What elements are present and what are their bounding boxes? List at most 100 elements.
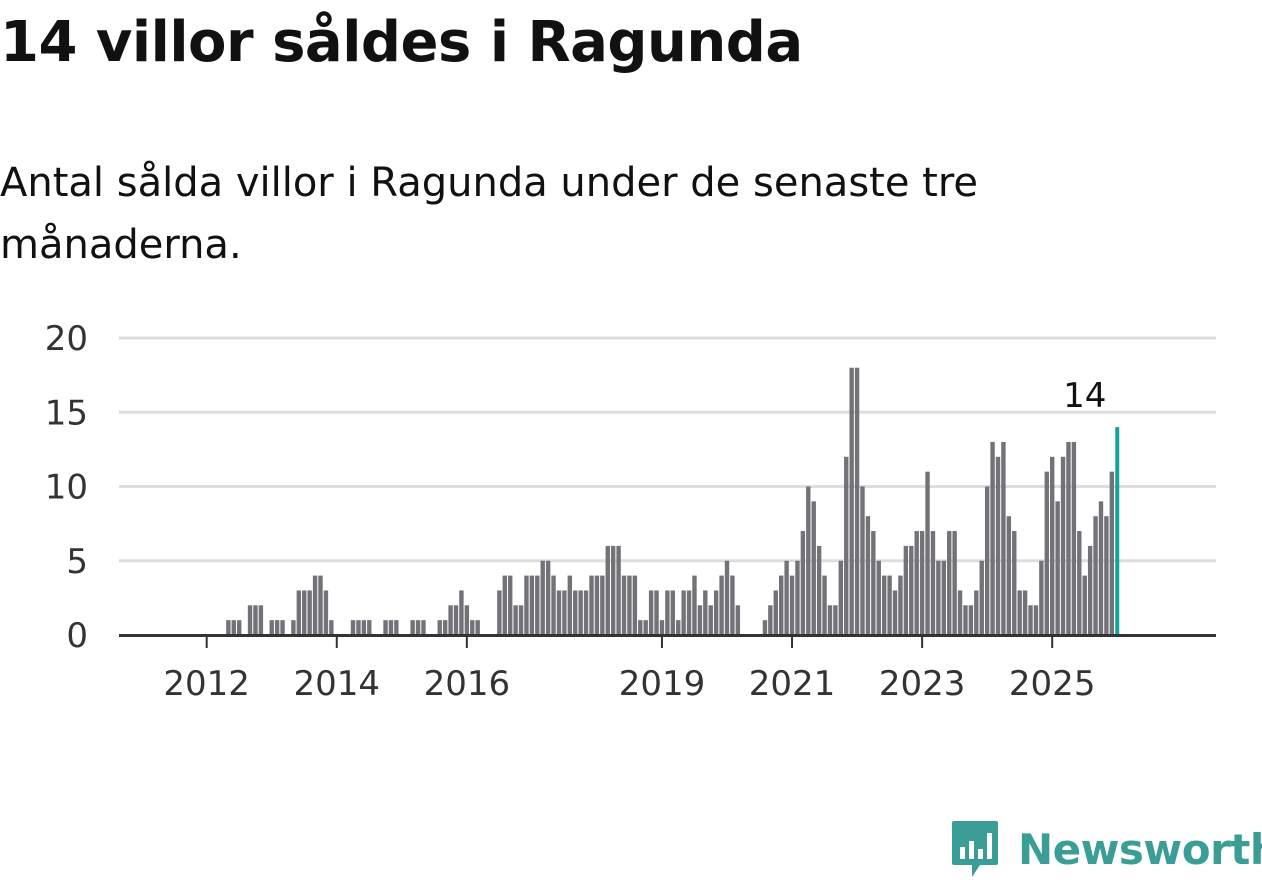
bar <box>269 620 274 635</box>
bar <box>388 620 394 635</box>
bar <box>806 486 811 635</box>
bar <box>898 575 903 635</box>
bar <box>827 605 833 635</box>
bar <box>844 456 849 635</box>
bar <box>784 560 789 635</box>
chart-subtitle: Antal sålda villor i Ragunda under de se… <box>0 160 979 268</box>
y-axis-ticks: 0 5 10 15 20 <box>45 319 88 656</box>
bar <box>1028 605 1033 635</box>
bar <box>453 605 459 635</box>
bar <box>605 545 610 635</box>
bar <box>903 545 909 635</box>
newsworthy-chart-logo-icon <box>952 821 998 877</box>
bar <box>941 560 946 635</box>
bar <box>524 575 529 635</box>
bar <box>470 620 475 635</box>
bar <box>887 575 892 635</box>
bar <box>562 590 567 635</box>
bar <box>768 605 773 635</box>
y-tick-label: 20 <box>45 319 88 359</box>
bar <box>1012 531 1017 635</box>
bar <box>968 605 974 635</box>
bar <box>665 590 670 635</box>
bar <box>632 575 638 635</box>
bar <box>274 620 280 635</box>
bar <box>589 575 594 635</box>
bar <box>312 575 318 635</box>
bar <box>670 590 675 635</box>
bar <box>849 367 854 635</box>
bar <box>1104 516 1109 635</box>
bar <box>833 605 838 635</box>
bar <box>730 575 735 635</box>
bar <box>762 620 768 635</box>
bar <box>448 605 453 635</box>
bar <box>773 590 778 635</box>
bars <box>226 367 1120 635</box>
x-tick-label: 2025 <box>1009 664 1096 704</box>
bar <box>361 620 367 635</box>
bar <box>681 590 686 635</box>
highlight-label-group: 14 <box>1060 373 1109 419</box>
bar <box>914 531 919 635</box>
bar <box>1055 501 1060 635</box>
bar <box>594 575 600 635</box>
bar <box>296 590 302 635</box>
x-axis-ticks: 2012 2014 2016 2019 2021 2023 2025 <box>163 635 1095 704</box>
bar <box>692 575 697 635</box>
bar <box>616 545 621 635</box>
bar <box>952 531 957 635</box>
bar <box>518 605 524 635</box>
bar <box>719 575 724 635</box>
bar <box>947 531 952 635</box>
bar <box>909 545 914 635</box>
bar <box>795 560 800 635</box>
bar <box>1071 441 1077 635</box>
bar <box>567 575 573 635</box>
bar <box>1039 560 1044 635</box>
bar <box>735 605 741 635</box>
bar <box>800 531 806 635</box>
bar <box>919 531 925 635</box>
bar <box>226 620 231 635</box>
x-tick-label: 2012 <box>163 664 250 704</box>
highlight-value-label: 14 <box>1063 376 1106 416</box>
bar <box>936 560 941 635</box>
bar <box>556 590 562 635</box>
bar <box>475 620 480 635</box>
bar <box>1001 441 1006 635</box>
bar <box>610 545 616 635</box>
y-tick-label: 10 <box>45 468 88 508</box>
bar <box>1060 456 1066 635</box>
bar <box>508 575 513 635</box>
bar <box>247 605 253 635</box>
bar <box>291 620 296 635</box>
bar <box>1109 471 1115 635</box>
bar <box>1050 456 1055 635</box>
bar <box>957 590 963 635</box>
bar <box>529 575 535 635</box>
newsworthy-logo: Newsworthy <box>950 818 1262 880</box>
bar <box>1017 590 1022 635</box>
bar <box>621 575 627 635</box>
bar <box>789 575 795 635</box>
bar <box>979 560 984 635</box>
bar <box>442 620 448 635</box>
bar <box>1082 575 1087 635</box>
x-tick-label: 2016 <box>424 664 511 704</box>
bar <box>811 501 816 635</box>
brand-name: Newsworthy <box>1018 824 1262 874</box>
bar <box>779 575 784 635</box>
bar <box>876 560 881 635</box>
bar <box>984 486 990 635</box>
bar <box>578 590 583 635</box>
bar <box>638 620 643 635</box>
bar-highlight <box>1115 427 1120 635</box>
bar <box>659 620 665 635</box>
bar <box>583 590 589 635</box>
bar <box>253 605 258 635</box>
bar <box>654 590 659 635</box>
bar <box>1077 531 1082 635</box>
bar <box>881 575 887 635</box>
